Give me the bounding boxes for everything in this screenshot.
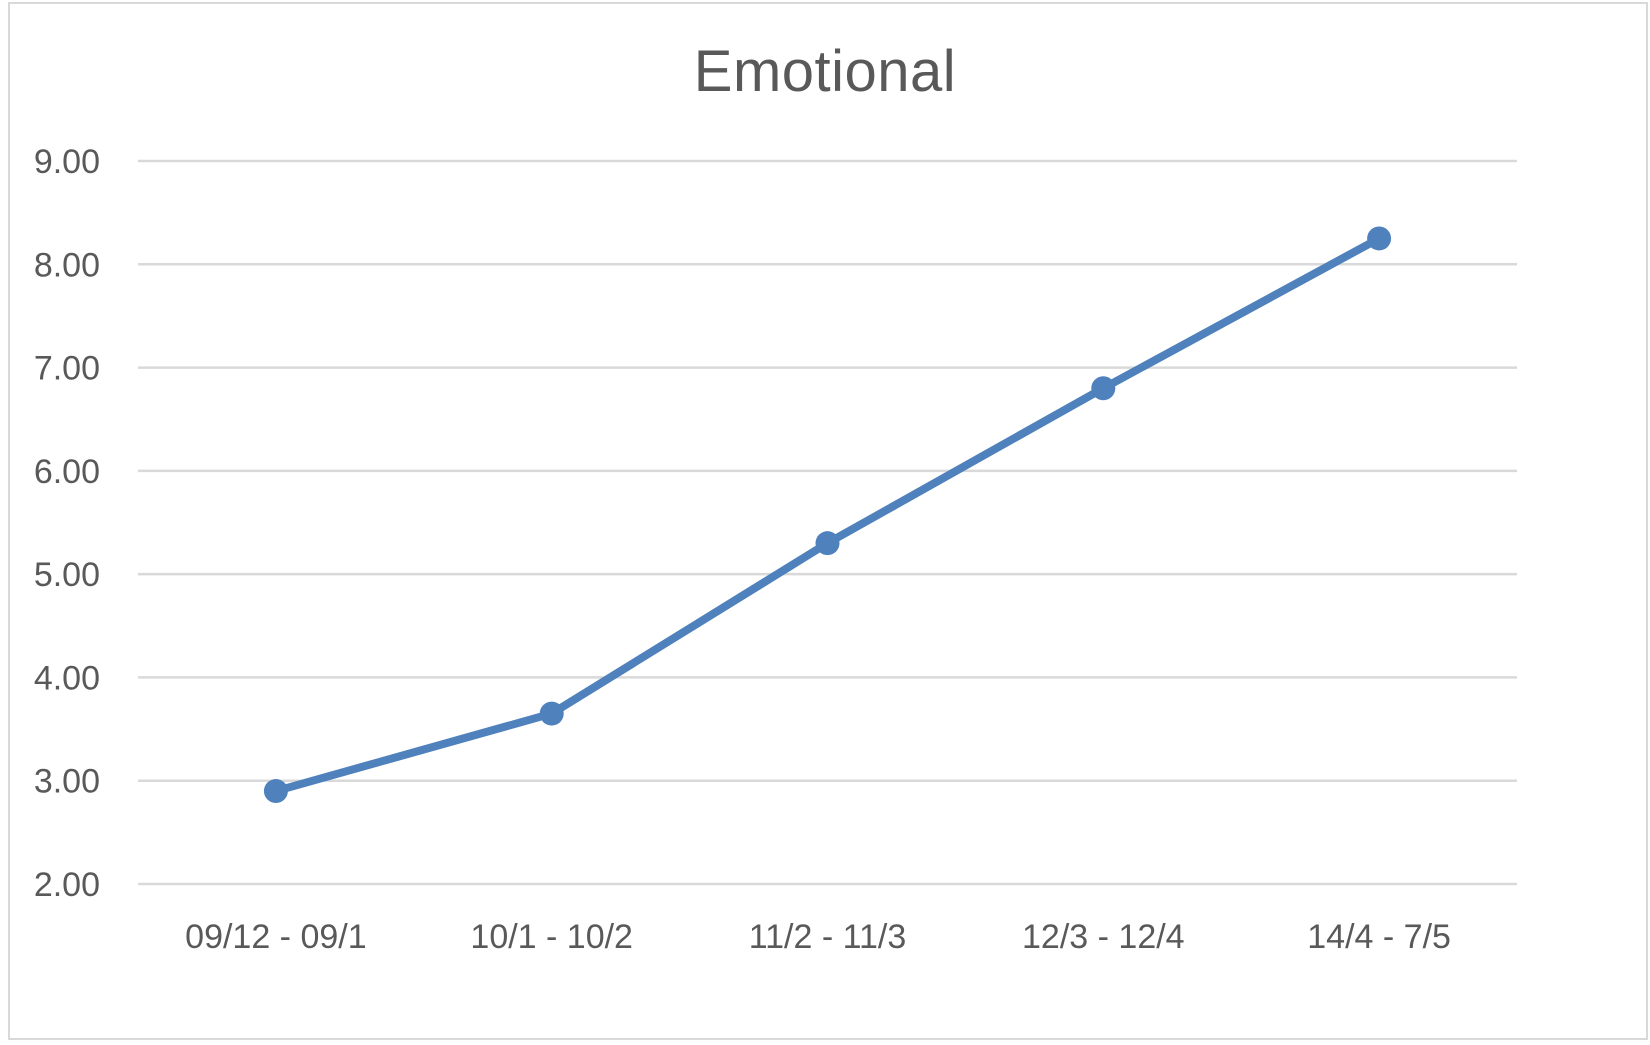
y-tick-label: 7.00 [34,350,100,388]
y-tick-label: 9.00 [34,143,100,181]
data-point [1367,226,1392,251]
x-tick-label: 14/4 - 7/5 [1307,918,1451,956]
y-tick-label: 5.00 [34,556,100,594]
series-group [263,226,1392,804]
x-tick-label: 09/12 - 09/1 [185,918,366,956]
y-tick-label: 2.00 [34,866,100,904]
series-line [271,234,1384,796]
data-point [815,531,840,556]
x-tick-label: 12/3 - 12/4 [1022,918,1185,956]
y-axis-tick-labels: 2.00 3.00 4.00 5.00 6.00 7.00 8.00 9.00 [34,143,100,904]
data-point [263,779,288,804]
y-tick-label: 3.00 [34,763,100,801]
y-tick-label: 4.00 [34,659,100,697]
gridlines [138,159,1517,886]
data-point [539,701,564,726]
y-tick-label: 6.00 [34,453,100,491]
x-tick-label: 10/1 - 10/2 [470,918,633,956]
data-point [1091,376,1116,401]
y-tick-label: 8.00 [34,246,100,284]
x-tick-label: 11/2 - 11/3 [749,918,907,956]
chart-frame [8,2,1648,1040]
x-axis-tick-labels: 09/12 - 09/1 10/1 - 10/2 11/2 - 11/3 12/3 -… [185,918,1451,956]
chart-title: Emotional [693,39,957,104]
